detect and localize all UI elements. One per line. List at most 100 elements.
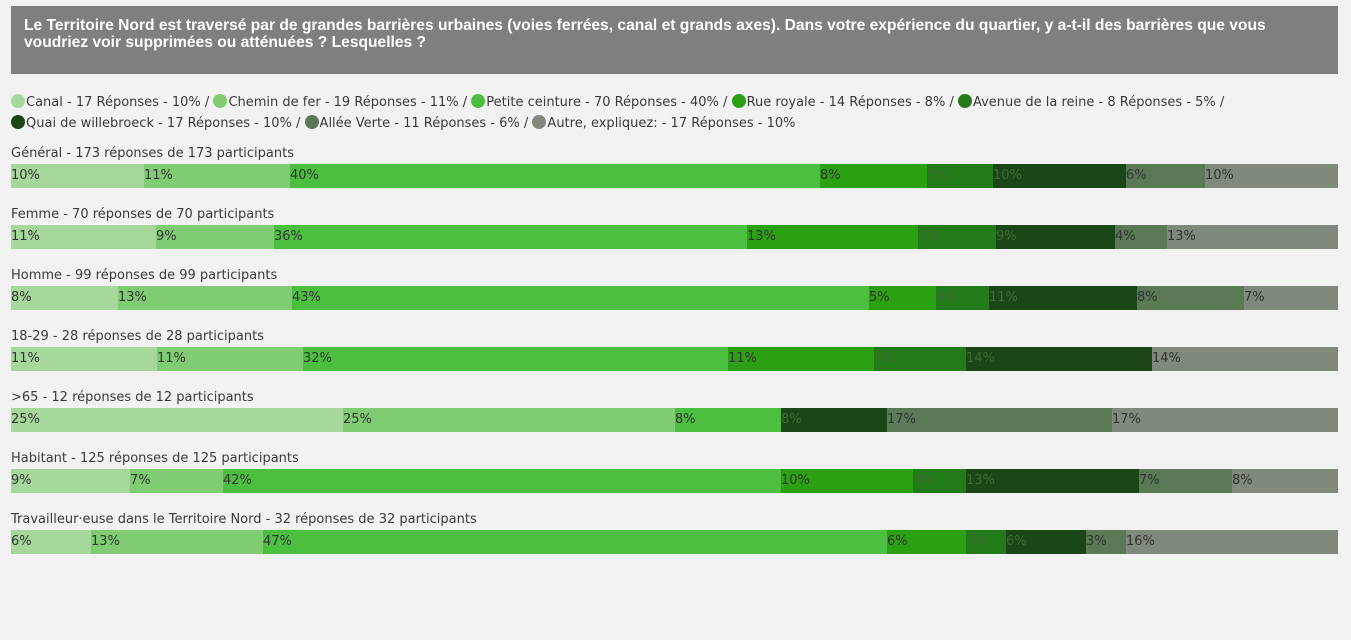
segment-percent-label: 6%: [1006, 534, 1027, 549]
question-text: Le Territoire Nord est traversé par de g…: [24, 17, 1266, 51]
legend-label: Rue royale - 14 Réponses - 8% /: [746, 95, 954, 110]
stacked-bar: 11% 11% 32% 11% 7% 14% 14%: [11, 347, 1338, 371]
segment-percent-label: 10%: [781, 473, 810, 488]
segment-percent-label: 42%: [223, 473, 252, 488]
group-title: 18-29 - 28 réponses de 28 participants: [11, 329, 264, 344]
segment-percent-label: 8%: [675, 412, 696, 427]
legend-item: Autre, expliquez: - 17 Réponses - 10%: [532, 115, 796, 131]
segment-percent-label: 10%: [1205, 168, 1234, 183]
bar-segment: [874, 347, 966, 371]
bar-segment: [1152, 347, 1338, 371]
bar-segment: [996, 225, 1115, 249]
legend-swatch-icon: [957, 94, 972, 108]
bar-segment: [1205, 164, 1338, 188]
segment-percent-label: 6%: [887, 534, 908, 549]
segment-percent-label: 9%: [11, 473, 32, 488]
segment-percent-label: 11%: [157, 351, 186, 366]
bar-segment: [993, 164, 1126, 188]
bar-segment: [781, 469, 913, 493]
segment-percent-label: 14%: [1152, 351, 1181, 366]
bar-segment: [1126, 164, 1205, 188]
segment-percent-label: 4%: [913, 473, 934, 488]
bar-segment: [118, 286, 292, 310]
bar-segment: [1086, 530, 1126, 554]
segment-percent-label: 13%: [1167, 229, 1196, 244]
segment-percent-label: 11%: [11, 351, 40, 366]
segment-percent-label: 3%: [1086, 534, 1107, 549]
legend-label: Chemin de fer - 19 Réponses - 11% /: [228, 95, 468, 110]
segment-percent-label: 6%: [918, 229, 939, 244]
bar-segment: [869, 286, 936, 310]
segment-percent-label: 7%: [1139, 473, 1160, 488]
bar-segment: [303, 347, 728, 371]
legend-item: Rue royale - 14 Réponses - 8% /: [731, 94, 954, 110]
segment-percent-label: 17%: [1112, 412, 1141, 427]
segment-percent-label: 9%: [996, 229, 1017, 244]
bar-segment: [11, 408, 343, 432]
segment-percent-label: 17%: [887, 412, 916, 427]
bar-segment: [130, 469, 223, 493]
segment-percent-label: 43%: [292, 290, 321, 305]
segment-percent-label: 6%: [11, 534, 32, 549]
legend-label: Avenue de la reine - 8 Réponses - 5% /: [972, 95, 1225, 110]
segment-percent-label: 3%: [966, 534, 987, 549]
group-title: Général - 173 réponses de 173 participan…: [11, 146, 294, 161]
segment-percent-label: 47%: [263, 534, 292, 549]
segment-percent-label: 5%: [927, 168, 948, 183]
bar-segment: [966, 530, 1006, 554]
legend-label: Canal - 17 Réponses - 10% /: [26, 95, 210, 110]
legend-swatch-icon: [213, 94, 228, 108]
group-title: Femme - 70 réponses de 70 participants: [11, 207, 275, 222]
segment-percent-label: 7%: [874, 351, 895, 366]
stacked-bar: 6% 13% 47% 6% 3% 6% 3% 16%: [11, 530, 1338, 554]
group-title: >65 - 12 réponses de 12 participants: [11, 390, 254, 405]
group-title: Homme - 99 réponses de 99 participants: [11, 268, 278, 283]
segment-percent-label: 25%: [343, 412, 372, 427]
stacked-bar: 8% 13% 43% 5% 4% 11% 8% 7%: [11, 286, 1338, 310]
legend-item: Allée Verte - 11 Réponses - 6% /: [304, 115, 529, 131]
bar-segment: [290, 164, 820, 188]
segment-percent-label: 7%: [130, 473, 151, 488]
bar-segment: [11, 347, 157, 371]
segment-percent-label: 36%: [274, 229, 303, 244]
bar-segment: [1112, 408, 1338, 432]
legend-swatch-icon: [731, 94, 746, 108]
segment-percent-label: 8%: [11, 290, 32, 305]
bar-segment: [11, 164, 144, 188]
segment-percent-label: 13%: [91, 534, 120, 549]
segment-percent-label: 32%: [303, 351, 332, 366]
segment-percent-label: 5%: [869, 290, 890, 305]
segment-percent-label: 40%: [290, 168, 319, 183]
bar-segment: [747, 225, 918, 249]
segment-percent-label: 11%: [144, 168, 173, 183]
bar-segment: [966, 347, 1152, 371]
segment-percent-label: 4%: [1115, 229, 1136, 244]
legend-swatch-icon: [11, 115, 25, 129]
bar-segment: [966, 469, 1139, 493]
bar-segment: [11, 225, 156, 249]
segment-percent-label: 6%: [1126, 168, 1147, 183]
bar-segment: [263, 530, 887, 554]
segment-percent-label: 8%: [781, 412, 802, 427]
segment-percent-label: 9%: [156, 229, 177, 244]
legend-label: Autre, expliquez: - 17 Réponses - 10%: [547, 116, 796, 131]
bar-segment: [728, 347, 874, 371]
legend-item: Petite ceinture - 70 Réponses - 40% /: [471, 94, 727, 110]
bar-segment: [1244, 286, 1338, 310]
bar-segment: [1232, 469, 1338, 493]
segment-percent-label: 13%: [747, 229, 776, 244]
bar-segment: [1167, 225, 1338, 249]
bar-segment: [1006, 530, 1086, 554]
bar-segment: [989, 286, 1137, 310]
segment-percent-label: 8%: [1232, 473, 1253, 488]
segment-percent-label: 10%: [993, 168, 1022, 183]
legend-label: Allée Verte - 11 Réponses - 6% /: [319, 116, 529, 131]
segment-percent-label: 25%: [11, 412, 40, 427]
segment-percent-label: 4%: [936, 290, 957, 305]
bar-segment: [292, 286, 869, 310]
bar-segment: [1137, 286, 1244, 310]
legend-item: Canal - 17 Réponses - 10% /: [11, 94, 210, 110]
bar-segment: [913, 469, 966, 493]
bar-segment: [274, 225, 747, 249]
stacked-bar: 25% 25% 8% 8% 17% 17%: [11, 408, 1338, 432]
